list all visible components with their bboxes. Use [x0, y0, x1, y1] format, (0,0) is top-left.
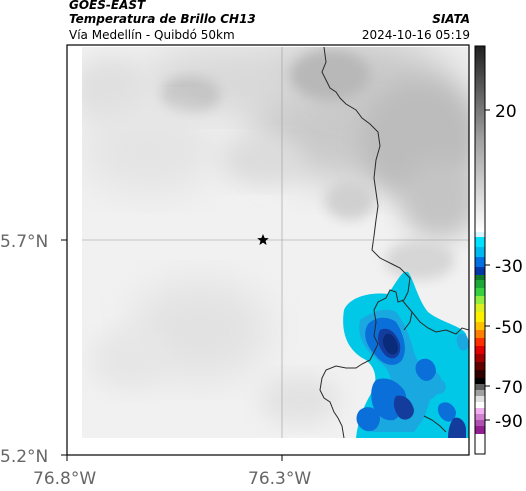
cold-cloud-cluster [343, 271, 469, 438]
product-title: Temperatura de Brillo CH13 [69, 12, 256, 26]
lon-tick-label: 76.3°W [248, 469, 311, 489]
colorbar-tick-label: -90 [495, 412, 523, 432]
colorbar-tick-label: 20 [495, 102, 517, 122]
region-subtitle: Vía Medellín - Quibdó 50km [69, 28, 235, 42]
map-frame [66, 44, 470, 456]
lat-tick-label: 5.7°N [0, 232, 48, 252]
map-data-area [82, 47, 469, 438]
colorbar-tick-label: -70 [495, 378, 523, 398]
graticule [82, 47, 469, 438]
colorbar-tick-label: -30 [495, 257, 523, 277]
lon-tick-label: 76.8°W [33, 469, 96, 489]
star-icon [257, 234, 269, 245]
lat-tick-label: 5.2°N [0, 447, 48, 467]
satellite-title: GOES-EAST [69, 0, 146, 12]
coastline-border [319, 47, 469, 438]
organization-label: SIATA [432, 12, 470, 26]
colorbar-tick-label: -50 [495, 318, 523, 338]
timestamp-label: 2024-10-16 05:19 [361, 28, 470, 42]
colorbar [474, 45, 486, 455]
